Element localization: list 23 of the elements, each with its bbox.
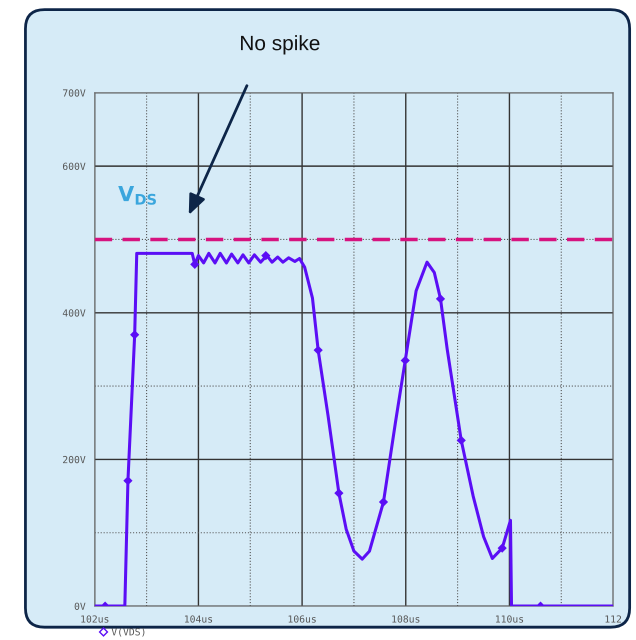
x-tick-label: 106us xyxy=(288,615,316,623)
point xyxy=(334,488,344,498)
text: No spike xyxy=(241,35,320,55)
point xyxy=(436,294,446,304)
y-tick-label: 700V xyxy=(62,89,86,97)
y-tick-label: 200V xyxy=(63,456,86,464)
point xyxy=(456,436,466,445)
point xyxy=(261,250,270,260)
y-tick-label: 600V xyxy=(62,162,86,170)
point xyxy=(123,476,133,486)
point xyxy=(498,544,507,553)
point xyxy=(400,356,410,366)
x-tick-label: 108us xyxy=(392,615,420,623)
point xyxy=(314,346,323,355)
x-tick-label: 112 xyxy=(605,615,622,623)
annotation: V$_{DS}$ xyxy=(118,186,156,205)
x-tick-label: 102us xyxy=(81,615,108,623)
point xyxy=(378,497,388,507)
x-tick-label: 104us xyxy=(184,615,212,623)
y-tick-label: 400V xyxy=(62,309,86,317)
legend-label: V(VDS) xyxy=(112,628,144,637)
y-tick-label: 0V xyxy=(74,602,86,610)
x-tick-label: 110us xyxy=(496,615,524,623)
